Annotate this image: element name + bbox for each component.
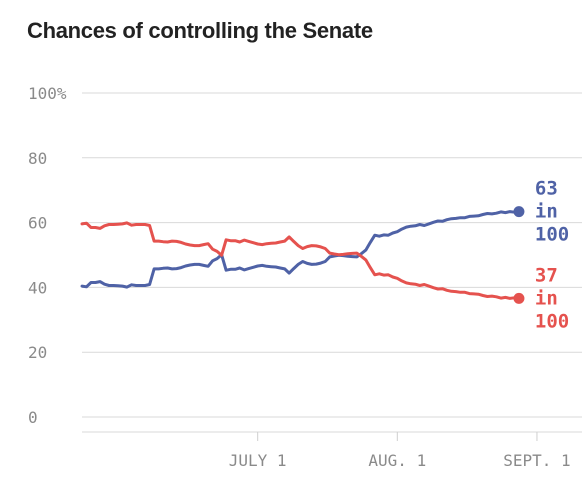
y-tick-label: 80 — [28, 149, 47, 168]
y-tick-label: 100% — [28, 84, 67, 103]
series-end-label-0: 63 — [535, 178, 558, 200]
series-end-label-1: 37 — [535, 264, 558, 286]
series-line-0 — [80, 210, 521, 289]
series-line-1 — [80, 221, 521, 300]
y-tick-label: 60 — [28, 214, 47, 233]
y-tick-label: 0 — [28, 408, 38, 427]
y-tick-label: 20 — [28, 343, 47, 362]
chart-title: Chances of controlling the Senate — [27, 18, 373, 43]
series-end-label-0: in — [535, 201, 558, 223]
y-tick-label: 40 — [28, 278, 47, 297]
x-tick-label: JULY 1 — [229, 451, 287, 470]
series-end-label-0: 100 — [535, 224, 569, 246]
series-end-label-1: 100 — [535, 310, 569, 332]
grid-lines — [82, 92, 582, 418]
series-end-label-1: in — [535, 287, 558, 309]
x-tick-label: AUG. 1 — [368, 451, 426, 470]
series-lines — [80, 206, 525, 304]
series-end-point-1 — [513, 292, 525, 304]
y-axis: 0 20 40 60 80 100% — [28, 84, 67, 427]
x-axis: JULY 1 AUG. 1 SEPT. 1 — [82, 431, 582, 470]
series-end-point-0 — [513, 206, 525, 218]
x-tick-label: SEPT. 1 — [503, 451, 570, 470]
